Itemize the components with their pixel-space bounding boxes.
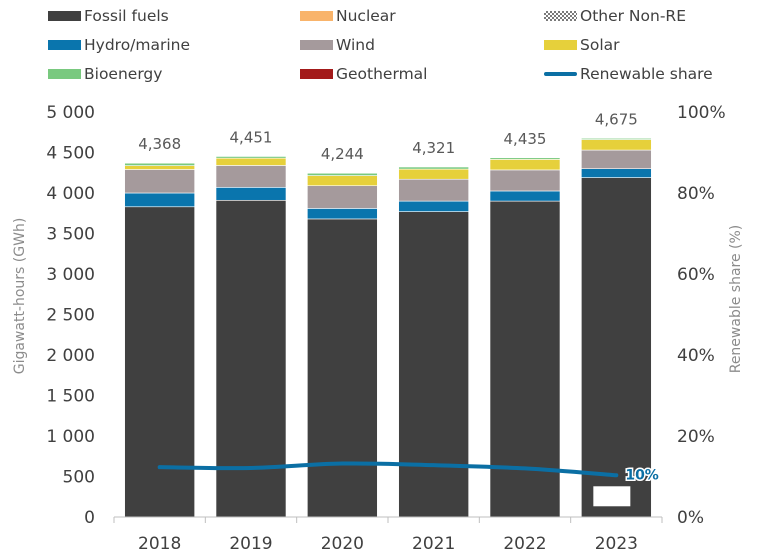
bar-total-label: 4,321: [412, 139, 455, 157]
legend-item-bioenergy: Bioenergy: [48, 64, 162, 84]
bar-segment-hydro-marine-2020: [307, 208, 378, 220]
y-tick-label-right: 0%: [677, 508, 704, 528]
chart-legend: Fossil fuels Nuclear Other Non-RE Hydro/…: [0, 0, 758, 90]
left-axis-ticks: 0 500 1 000 1 500 2 000 2 500 3 000 3 500 4 000 4…: [46, 103, 95, 528]
legend-label-wind: Wind: [336, 36, 375, 54]
bar-segment-hydro-marine-2018: [124, 192, 195, 208]
bar-segment-wind-2018: [124, 169, 195, 194]
bar-total-label: 4,435: [504, 130, 547, 148]
bar-segment-hydro-marine-2022: [489, 190, 561, 202]
y-tick-label-right: 20%: [677, 427, 715, 447]
bar-segment-bioenergy-2021: [398, 166, 469, 170]
renewable-share-end-label: 10%: [625, 467, 659, 483]
bar-segment-hydro-marine-2019: [215, 187, 287, 201]
legend-swatch-wind: [300, 40, 333, 50]
legend-label-bioenergy: Bioenergy: [84, 65, 163, 83]
x-tick-label: 2019: [229, 534, 272, 554]
legend-label-solar: Solar: [580, 36, 620, 54]
legend-swatch-other-non-re: [544, 11, 577, 21]
legend-swatch-renewable-share: [544, 72, 577, 76]
bar-segment-bioenergy-2019: [215, 156, 287, 159]
y-tick-label-left: 4 000: [46, 184, 95, 204]
y-tick-label-right: 60%: [677, 265, 715, 285]
renewable-share-path: [157, 461, 619, 478]
bar-segment-wind-2021: [398, 178, 469, 202]
bar-segment-wind-2019: [215, 165, 287, 188]
x-tick-label: 2021: [412, 534, 455, 554]
y-tick-label-right: 40%: [677, 346, 715, 366]
legend-item-renewable-share: Renewable share: [544, 64, 713, 84]
x-tick-label: 2023: [595, 534, 638, 554]
bar-segment-wind-2022: [489, 169, 561, 192]
y-axis-title-right: Renewable share (%): [728, 225, 744, 374]
bar-segment-solar-2023: [581, 139, 652, 151]
legend-label-other-non-re: Other Non-RE: [580, 7, 686, 25]
x-axis: 2018 2019 2020 2021 2022 2023: [113, 516, 663, 554]
bar-segment-wind-2020: [307, 185, 378, 209]
stacked-bars: [124, 138, 652, 518]
legend-swatch-fossil-fuels: [48, 11, 81, 21]
bar-segment-solar-2020: [307, 175, 378, 187]
bar-segment-fossil-fuels-2023: [581, 177, 652, 518]
bar-segment-hydro-marine-2021: [398, 200, 469, 212]
bar-segment-solar-2019: [215, 157, 287, 166]
bar-total-label: 4,368: [138, 135, 181, 153]
renewable-share-line: 10%: [157, 461, 660, 507]
bar-segment-fossil-fuels-2022: [489, 200, 561, 518]
y-axis-title-left: Gigawatt-hours (GWh): [12, 218, 28, 375]
right-axis-ticks: 0% 20% 40% 60% 80% 100%: [677, 103, 726, 528]
y-tick-label-left: 500: [63, 468, 95, 488]
legend-swatch-bioenergy: [48, 69, 81, 79]
legend-item-hydro-marine: Hydro/marine: [48, 35, 190, 55]
y-tick-label-left: 3 000: [46, 265, 95, 285]
legend-swatch-nuclear: [300, 11, 333, 21]
bar-segment-fossil-fuels-2021: [398, 211, 469, 518]
y-tick-label-left: 5 000: [46, 103, 95, 123]
legend-label-geothermal: Geothermal: [336, 65, 428, 83]
legend-label-renewable-share: Renewable share: [580, 65, 713, 83]
bar-segment-bioenergy-2020: [307, 172, 378, 176]
y-tick-label-left: 1 500: [46, 387, 95, 407]
bar-segment-fossil-fuels-2018: [124, 206, 195, 518]
bar-total-labels: 4,368 4,451 4,244 4,321 4,435 4,675: [138, 110, 638, 163]
bar-segment-bioenergy-2023: [581, 138, 652, 140]
bar-segment-bioenergy-2022: [489, 157, 561, 160]
y-tick-label-right: 80%: [677, 184, 715, 204]
legend-item-solar: Solar: [544, 35, 620, 55]
share-label-box: [593, 486, 631, 507]
legend-item-wind: Wind: [300, 35, 375, 55]
y-tick-label-left: 0: [84, 508, 95, 528]
bar-total-label: 4,675: [595, 110, 638, 128]
bar-segment-solar-2022: [489, 159, 561, 171]
legend-swatch-solar: [544, 40, 577, 50]
y-tick-label-left: 1 000: [46, 427, 95, 447]
legend-item-other-non-re: Other Non-RE: [544, 6, 686, 26]
legend-label-fossil-fuels: Fossil fuels: [84, 7, 169, 25]
bar-segment-fossil-fuels-2020: [307, 218, 378, 518]
y-tick-label-left: 2 500: [46, 306, 95, 326]
y-tick-label-left: 4 500: [46, 144, 95, 164]
x-tick-label: 2020: [321, 534, 364, 554]
bar-segment-solar-2021: [398, 168, 469, 180]
legend-swatch-hydro-marine: [48, 40, 81, 50]
y-tick-label-left: 2 000: [46, 346, 95, 366]
bar-total-label: 4,244: [321, 145, 364, 163]
legend-label-hydro-marine: Hydro/marine: [84, 36, 191, 54]
legend-swatch-geothermal: [300, 69, 333, 79]
bar-segment-solar-2018: [124, 165, 195, 170]
legend-item-geothermal: Geothermal: [300, 64, 427, 84]
legend-label-nuclear: Nuclear: [336, 7, 396, 25]
x-tick-label: 2018: [138, 534, 181, 554]
y-tick-label-right: 100%: [677, 103, 726, 123]
bar-segment-hydro-marine-2023: [581, 168, 652, 178]
bar-segment-wind-2023: [581, 149, 652, 170]
x-tick-label: 2022: [503, 534, 546, 554]
y-tick-label-left: 3 500: [46, 225, 95, 245]
bar-total-label: 4,451: [230, 128, 273, 146]
legend-item-fossil-fuels: Fossil fuels: [48, 6, 169, 26]
bar-segment-bioenergy-2018: [124, 162, 195, 166]
legend-item-nuclear: Nuclear: [300, 6, 396, 26]
